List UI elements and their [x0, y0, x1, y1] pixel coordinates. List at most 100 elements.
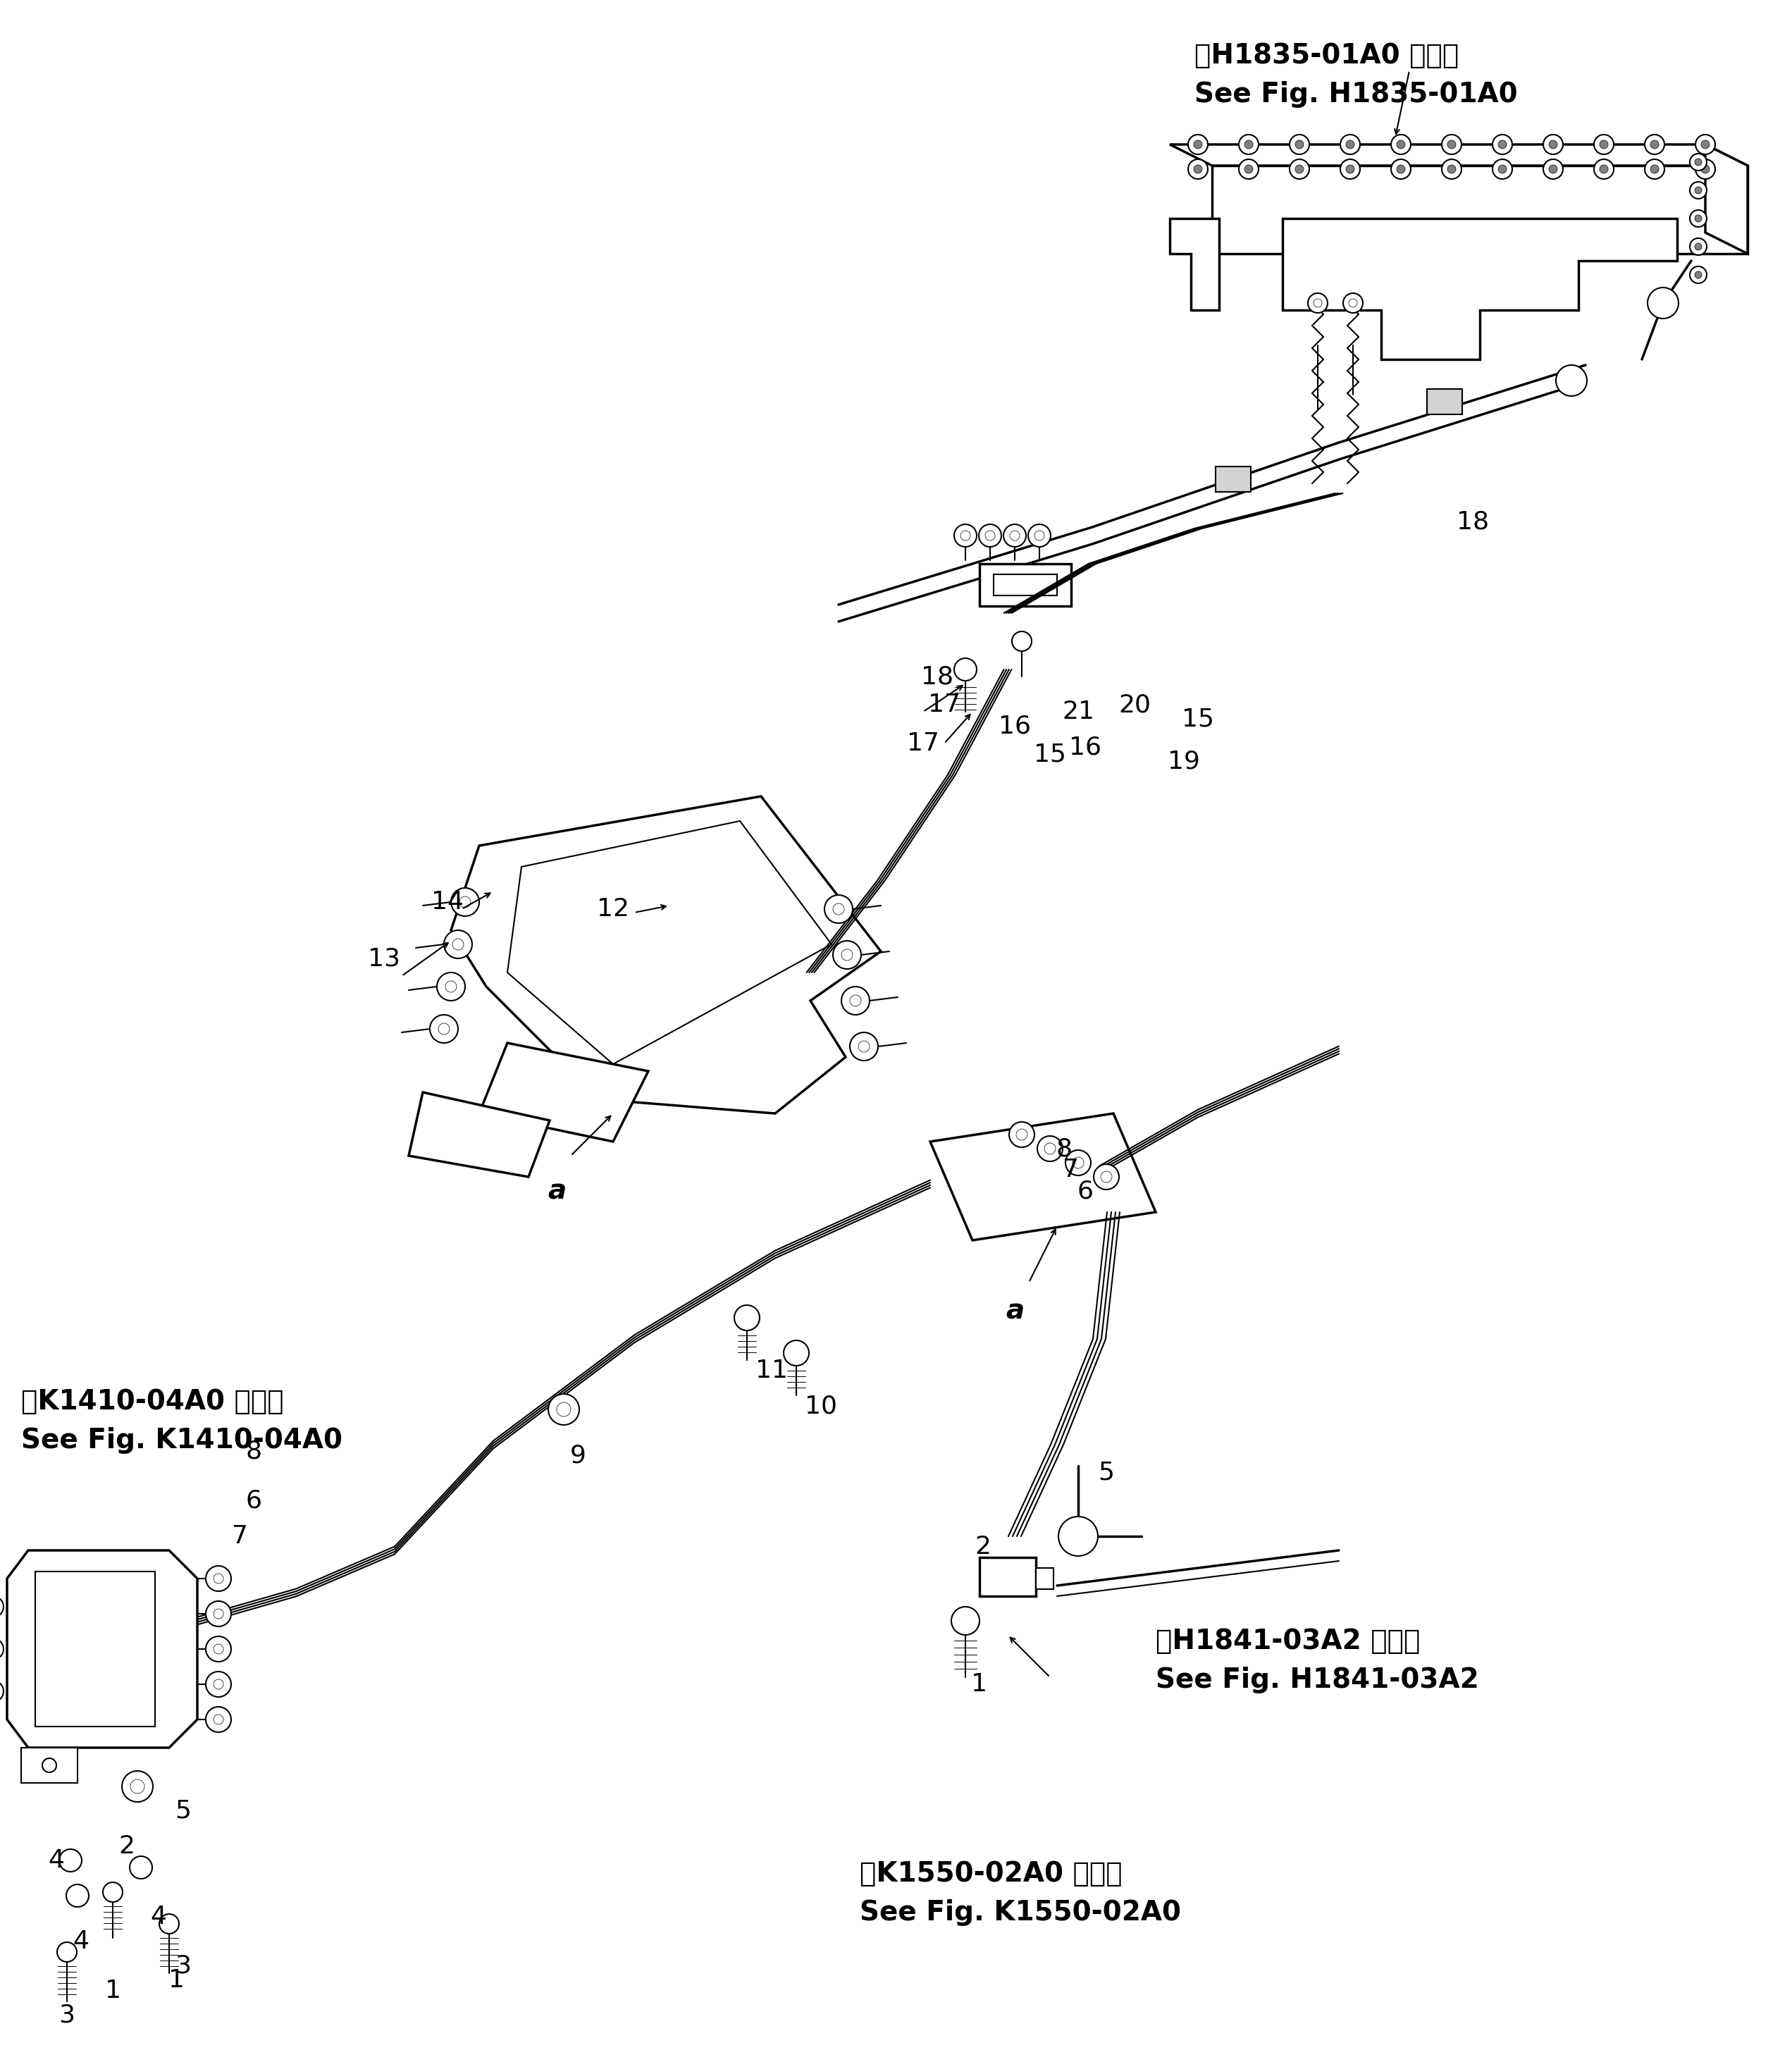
Circle shape: [213, 1679, 224, 1689]
Polygon shape: [507, 820, 831, 1064]
Text: 8: 8: [1055, 1136, 1072, 1160]
Text: a: a: [547, 1177, 566, 1203]
Polygon shape: [7, 1550, 197, 1749]
Circle shape: [1543, 160, 1563, 178]
Circle shape: [1493, 160, 1512, 178]
Circle shape: [1448, 164, 1455, 174]
Circle shape: [1314, 299, 1322, 308]
Circle shape: [833, 941, 862, 970]
Bar: [1036, 1568, 1054, 1589]
Polygon shape: [930, 1113, 1156, 1240]
Text: 10: 10: [805, 1394, 837, 1419]
Circle shape: [1340, 160, 1360, 178]
Bar: [980, 564, 1072, 607]
Circle shape: [1034, 531, 1045, 541]
Circle shape: [0, 1681, 4, 1701]
Circle shape: [1695, 158, 1702, 166]
Circle shape: [849, 1033, 878, 1060]
Circle shape: [1645, 135, 1665, 154]
Text: 4: 4: [48, 1849, 65, 1872]
Circle shape: [1344, 293, 1364, 314]
Circle shape: [213, 1609, 224, 1620]
Circle shape: [1647, 287, 1679, 318]
Circle shape: [1009, 1121, 1034, 1148]
Circle shape: [1011, 531, 1020, 541]
Circle shape: [1290, 160, 1310, 178]
Circle shape: [953, 658, 977, 681]
Text: 21: 21: [1063, 699, 1095, 724]
Circle shape: [1016, 1130, 1027, 1140]
Circle shape: [206, 1708, 231, 1732]
Text: 8: 8: [246, 1439, 262, 1464]
Circle shape: [1650, 164, 1659, 174]
Circle shape: [1595, 135, 1615, 154]
Text: a: a: [1005, 1298, 1023, 1324]
Circle shape: [961, 531, 969, 541]
Circle shape: [446, 982, 457, 992]
Circle shape: [1600, 139, 1607, 150]
Circle shape: [1548, 164, 1557, 174]
Circle shape: [0, 1638, 4, 1661]
Circle shape: [1193, 139, 1202, 150]
Circle shape: [1695, 160, 1715, 178]
Circle shape: [1695, 135, 1715, 154]
Circle shape: [1396, 139, 1405, 150]
Polygon shape: [1211, 166, 1747, 254]
Text: 12: 12: [597, 898, 629, 920]
Text: 第K1410-04A0 図参照: 第K1410-04A0 図参照: [22, 1388, 283, 1414]
Circle shape: [159, 1915, 179, 1933]
Circle shape: [1498, 164, 1507, 174]
Text: See Fig. H1841-03A2: See Fig. H1841-03A2: [1156, 1667, 1478, 1693]
Text: 5: 5: [1098, 1462, 1115, 1484]
Text: 19: 19: [1168, 748, 1201, 773]
Text: 18: 18: [1457, 510, 1489, 533]
Text: 5: 5: [176, 1800, 192, 1822]
Text: 20: 20: [1118, 693, 1150, 718]
Polygon shape: [478, 1043, 649, 1142]
Circle shape: [129, 1855, 152, 1878]
Circle shape: [452, 939, 464, 949]
Circle shape: [1690, 209, 1706, 228]
Polygon shape: [1170, 144, 1747, 166]
Circle shape: [557, 1402, 572, 1417]
Circle shape: [1396, 164, 1405, 174]
Circle shape: [430, 1015, 459, 1043]
Bar: [993, 574, 1057, 594]
Circle shape: [131, 1779, 145, 1794]
Circle shape: [1093, 1164, 1118, 1189]
Circle shape: [1493, 135, 1512, 154]
Circle shape: [1059, 1517, 1098, 1556]
Circle shape: [1193, 164, 1202, 174]
Circle shape: [1690, 266, 1706, 283]
Polygon shape: [1170, 219, 1219, 310]
Text: See Fig. H1835-01A0: See Fig. H1835-01A0: [1195, 82, 1518, 109]
Circle shape: [1244, 139, 1253, 150]
Circle shape: [1066, 1150, 1091, 1175]
Circle shape: [1555, 365, 1588, 396]
Circle shape: [1340, 135, 1360, 154]
Circle shape: [1443, 160, 1462, 178]
Text: 1: 1: [971, 1673, 987, 1695]
Text: 1: 1: [168, 1968, 185, 1993]
Bar: [1215, 467, 1251, 492]
Polygon shape: [1706, 144, 1747, 254]
Text: 11: 11: [756, 1359, 788, 1382]
Circle shape: [1690, 154, 1706, 170]
Text: 18: 18: [921, 664, 953, 689]
Bar: [980, 1558, 1036, 1597]
Text: 13: 13: [367, 947, 400, 970]
Circle shape: [1238, 135, 1258, 154]
Circle shape: [1029, 525, 1050, 547]
Circle shape: [1600, 164, 1607, 174]
Text: 16: 16: [1070, 736, 1102, 758]
Circle shape: [1188, 135, 1208, 154]
Text: 14: 14: [432, 890, 464, 914]
Circle shape: [1238, 160, 1258, 178]
Circle shape: [206, 1636, 231, 1663]
Text: 4: 4: [151, 1904, 167, 1929]
Circle shape: [1695, 215, 1702, 221]
Circle shape: [59, 1849, 82, 1872]
Circle shape: [1188, 160, 1208, 178]
Circle shape: [1391, 135, 1410, 154]
Circle shape: [1296, 164, 1303, 174]
